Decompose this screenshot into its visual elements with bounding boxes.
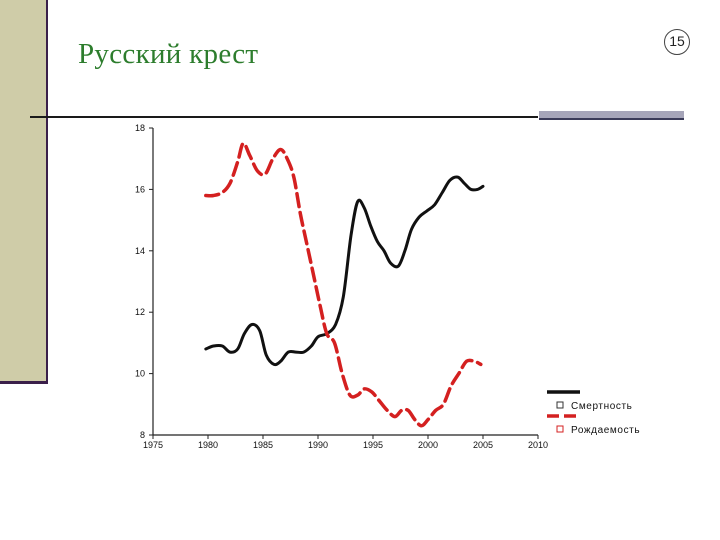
title-rule-accent-line [539, 118, 684, 120]
series-line-mortality [204, 175, 485, 367]
y-tick-label: 8 [140, 430, 145, 440]
series-line-births [204, 141, 483, 428]
y-tick-label: 18 [135, 123, 145, 133]
y-tick-label: 16 [135, 184, 145, 194]
y-tick-label: 14 [135, 246, 145, 256]
title-rule [30, 116, 538, 118]
y-tick-label: 10 [135, 369, 145, 379]
legend-label-1: Рождаемость [571, 425, 640, 436]
x-tick-label: 1985 [253, 440, 273, 450]
chart-plot-area [204, 141, 485, 428]
left-band-divider [46, 0, 48, 384]
x-tick-label: 1980 [198, 440, 218, 450]
y-tick-label: 12 [135, 307, 145, 317]
x-tick-label: 2010 [528, 440, 548, 450]
chart-axes: 8 10 12 14 16 18 1975 1980 1985 1990 1995 2000 2005 2… [135, 123, 548, 450]
x-tick-label: 1975 [143, 440, 163, 450]
left-band-bottom-edge [0, 381, 48, 384]
page-number-badge: 15 [664, 29, 690, 55]
chart-legend: Смертность Рождаемость [547, 390, 640, 436]
legend-marker-0 [556, 401, 564, 409]
legend-marker-1 [556, 425, 564, 433]
legend-label-0: Смертность [571, 401, 632, 412]
x-tick-label: 1990 [308, 440, 328, 450]
title-rule-accent [539, 111, 684, 120]
left-decorative-band [0, 0, 46, 383]
x-tick-label: 2000 [418, 440, 438, 450]
x-tick-label: 1995 [363, 440, 383, 450]
x-tick-label: 2005 [473, 440, 493, 450]
slide-title: Русский крест [78, 38, 259, 70]
